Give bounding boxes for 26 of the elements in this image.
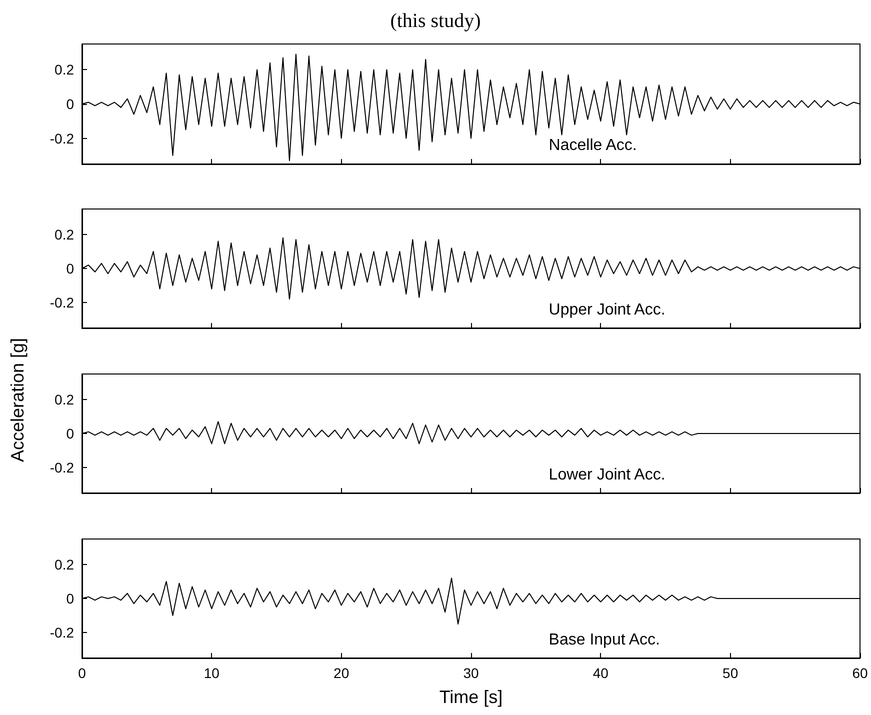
- annotation: Base Input Acc.: [548, 631, 660, 648]
- x-axis-title: Time [s]: [439, 687, 503, 707]
- x-tick-label: 50: [722, 665, 738, 681]
- y-tick-label: 0: [66, 426, 74, 442]
- y-tick-label: 0.2: [54, 392, 74, 408]
- y-tick-label: 0.2: [54, 556, 74, 572]
- y-tick-label: -0.2: [50, 624, 74, 640]
- y-tick-label: -0.2: [50, 294, 74, 310]
- annotation: Nacelle Acc.: [548, 137, 637, 154]
- x-tick-label: 0: [78, 665, 86, 681]
- chart-title: (this study): [390, 10, 481, 32]
- x-tick-label: 40: [592, 665, 609, 681]
- x-tick-label: 60: [852, 665, 868, 681]
- y-tick-label: 0: [66, 590, 74, 606]
- x-tick-label: 20: [334, 665, 350, 681]
- x-tick-label: 10: [204, 665, 220, 681]
- y-tick-label: 0.2: [54, 62, 74, 78]
- x-tick-label: 30: [463, 665, 479, 681]
- y-tick-label: -0.2: [50, 130, 74, 146]
- annotation: Lower Joint Acc.: [548, 466, 666, 484]
- y-tick-label: 0: [66, 260, 74, 276]
- y-tick-label: -0.2: [50, 460, 74, 476]
- y-tick-label: 0.2: [54, 226, 74, 242]
- y-tick-label: 0: [66, 96, 74, 112]
- annotation: Upper Joint Acc.: [548, 301, 666, 318]
- y-axis-title: Acceleration [g]: [8, 338, 28, 462]
